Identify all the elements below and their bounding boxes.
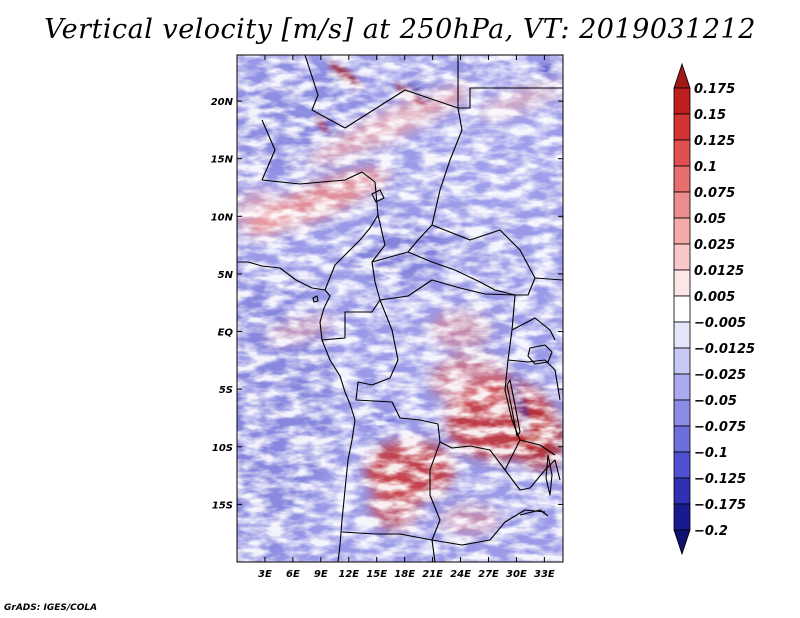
border-tanzania	[519, 439, 556, 456]
lon-tick-label: 30E	[506, 569, 527, 580]
border-egypt-sudan	[458, 87, 563, 109]
colorbar-label: −0.125	[694, 472, 746, 487]
lon-tick-label: 15E	[366, 569, 387, 580]
lat-tick-label: 5S	[219, 385, 233, 396]
colorbar-label: −0.2	[694, 524, 728, 539]
lake-chad	[371, 189, 385, 203]
border-southsudan-east	[515, 277, 536, 296]
lon-tick-label: 12E	[338, 569, 359, 580]
lon-tick-label: 24E	[450, 569, 471, 580]
colorbar-label: −0.0125	[694, 342, 755, 357]
bioko	[312, 295, 319, 303]
border-cameroon-chad	[371, 214, 386, 283]
colorbar-swatch	[673, 191, 691, 219]
border-niger-south	[261, 171, 376, 185]
colorbar-label: 0.025	[694, 238, 735, 253]
colorbar-label: 0.1	[694, 160, 717, 175]
lake-malawi	[545, 454, 553, 496]
colorbar-label: −0.025	[694, 368, 746, 383]
lake-victoria	[527, 344, 553, 365]
lat-axis: 20N 15N 10N 5N EQ 5S 10S 15S	[211, 97, 563, 511]
colorbar-label: 0.175	[694, 82, 735, 97]
colorbar-label: 0.05	[694, 212, 726, 227]
lat-tick-label: 10S	[212, 443, 233, 454]
lon-axis: 3E 6E 9E 12E 15E 18E 21E 24E 27E 30E 33E	[258, 55, 555, 580]
colorbar-swatch	[673, 139, 691, 167]
colorbar-swatch	[673, 243, 691, 271]
colorbar-swatch	[673, 113, 691, 141]
border-car	[371, 251, 516, 296]
lon-tick-label: 18E	[394, 569, 415, 580]
grads-credit: GrADS: IGES/COLA	[4, 603, 98, 613]
colorbar-swatch	[673, 451, 691, 479]
colorbar-swatch	[673, 87, 691, 115]
lake-kariba	[519, 509, 549, 517]
border-algeria-libya	[304, 55, 346, 129]
border-chad-sudan	[407, 107, 463, 253]
plot-frame	[236, 54, 564, 563]
border-rwanda-burundi	[507, 359, 561, 401]
colorbar-label: −0.1	[694, 446, 728, 461]
colorbar-label: 0.15	[694, 108, 726, 123]
coastline	[237, 261, 356, 562]
colorbar-label: 0.0125	[694, 264, 744, 279]
lon-tick-label: 9E	[314, 569, 328, 580]
border-libya-chad	[344, 89, 459, 129]
border-gabon-congo	[321, 299, 381, 341]
border-zambia-malawi	[504, 459, 561, 491]
border-sudan-southsudan	[431, 224, 536, 279]
colorbar-swatch	[673, 321, 691, 349]
colorbar-swatch	[673, 529, 691, 556]
border-ethiopia	[534, 277, 563, 281]
colorbar-swatch	[673, 62, 691, 89]
colorbar-label: −0.005	[694, 316, 746, 331]
border-mali-niger	[261, 119, 276, 181]
colorbar-label: −0.05	[694, 394, 737, 409]
border-drc-angola	[355, 381, 506, 471]
colorbar-swatch	[673, 503, 691, 531]
lon-tick-label: 27E	[478, 569, 499, 580]
border-angola-zambia	[429, 441, 441, 541]
lat-tick-label: 15S	[212, 500, 233, 511]
lat-tick-label: 15N	[211, 155, 234, 166]
colorbar-swatch	[673, 269, 691, 297]
colorbar-label: 0.005	[694, 290, 735, 305]
colorbar: 0.175 0.15 0.125 0.1 0.075 0.05 0.025 0.0125 0.0…	[673, 62, 755, 556]
lat-tick-label: 5N	[218, 270, 234, 281]
lat-tick-label: 10N	[211, 212, 234, 223]
colorbar-swatch	[673, 217, 691, 245]
colorbar-label: 0.075	[694, 186, 735, 201]
lon-tick-label: 6E	[286, 569, 300, 580]
border-namibia-botswana	[431, 539, 436, 562]
colorbar-label: −0.175	[694, 498, 746, 513]
colorbar-swatch	[673, 295, 691, 323]
border-uganda-kenya	[511, 317, 556, 341]
border-congo-drc	[357, 299, 399, 386]
colorbar-swatch	[673, 425, 691, 453]
boundaries	[237, 55, 563, 562]
lat-tick-label: EQ	[218, 328, 234, 339]
colorbar-label: −0.075	[694, 420, 746, 435]
border-angola-namibia	[341, 531, 433, 541]
field-texture	[237, 55, 563, 562]
lat-tick-label: 20N	[211, 97, 234, 108]
lon-tick-label: 21E	[422, 569, 443, 580]
colorbar-swatch	[673, 477, 691, 505]
border-zambia-south	[431, 509, 546, 546]
map-title: Vertical velocity [m/s] at 250hPa, VT: 2…	[44, 14, 756, 45]
colorbar-swatch	[673, 165, 691, 193]
colorbar-label: 0.125	[694, 134, 735, 149]
lon-tick-label: 3E	[258, 569, 272, 580]
colorbar-swatch	[673, 399, 691, 427]
lake-tanganyika	[506, 379, 521, 437]
colorbar-swatch	[673, 347, 691, 375]
lon-tick-label: 33E	[534, 569, 555, 580]
colorbar-swatch	[673, 373, 691, 401]
velocity-field	[237, 55, 563, 562]
